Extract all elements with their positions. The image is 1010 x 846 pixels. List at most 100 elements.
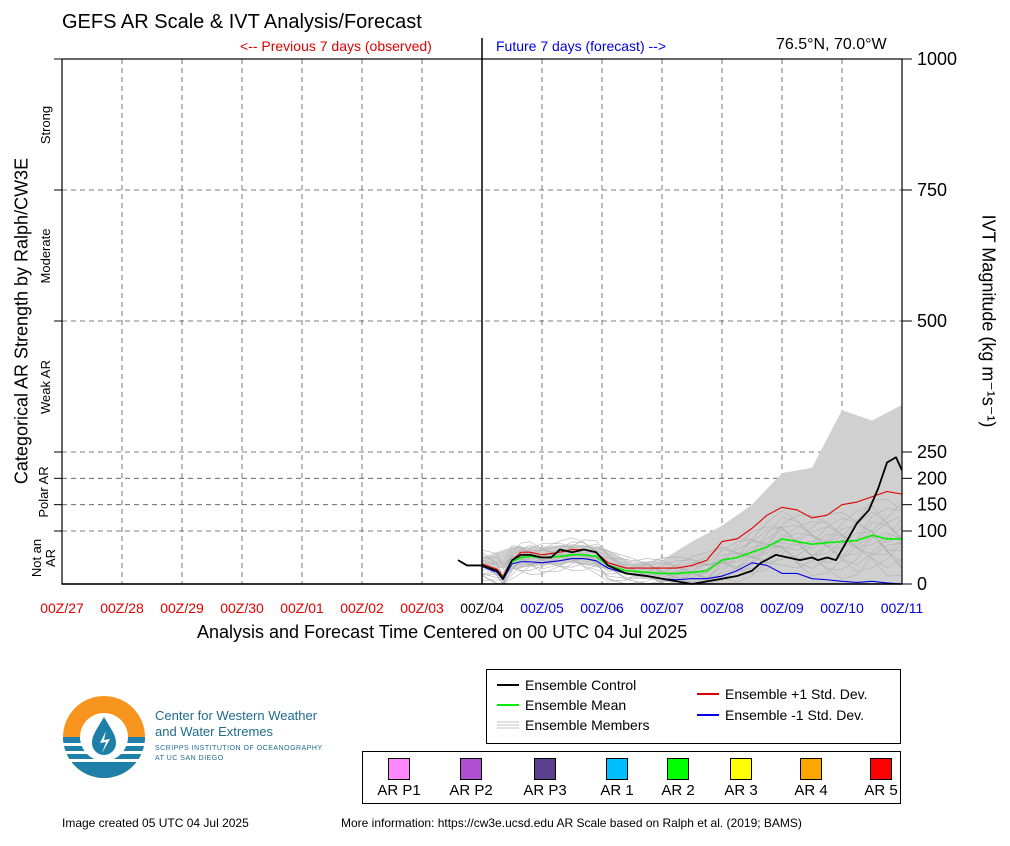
ar-legend-label-1: AR P2 [449, 782, 493, 799]
ar-legend-label-7: AR 5 [864, 782, 898, 799]
ensemble-member-line-15 [481, 507, 903, 575]
water-drop-sun-logo-icon [63, 696, 145, 778]
x-tick-label-5: 00Z/02 [340, 600, 384, 616]
category-label-3: Moderate [38, 228, 53, 283]
org-name: Center for Western Weather and Water Ext… [155, 708, 317, 740]
ensemble-member-line-0 [481, 542, 903, 585]
legend-swatch-minus-std [697, 714, 719, 716]
legend-entry-minus-std: Ensemble -1 Std. Dev. [697, 707, 864, 723]
legend-entry-members: Ensemble Members [497, 717, 650, 733]
ar-legend-label-0: AR P1 [377, 782, 421, 799]
ar-legend-item-5: AR 3 [711, 758, 771, 799]
legend-label-mean: Ensemble Mean [525, 697, 627, 713]
ar-legend-label-6: AR 4 [794, 782, 828, 799]
series-line-plus-std [481, 490, 903, 577]
x-tick-label-13: 00Z/10 [820, 600, 864, 616]
y-tick-label-0: 0 [917, 574, 927, 594]
axes [54, 38, 912, 585]
ensemble-member-line-16 [481, 505, 903, 579]
x-tick-label-4: 00Z/01 [280, 600, 324, 616]
legend-entry-control: Ensemble Control [497, 677, 636, 693]
ar-legend-swatch-3 [606, 758, 628, 780]
x-tick-label-12: 00Z/09 [760, 600, 804, 616]
org-subtitle: SCRIPPS INSTITUTION OF OCEANOGRAPHY AT U… [155, 744, 323, 764]
ar-legend-label-3: AR 1 [600, 782, 634, 799]
legend-swatch-control [497, 684, 519, 686]
y-tick-label-500: 500 [917, 311, 947, 331]
y-tick-label-100: 100 [917, 521, 947, 541]
ensemble-member-line-17 [481, 511, 903, 577]
y-axis-label-left: Categorical AR Strength by Ralph/CW3E [11, 157, 32, 485]
y-tick-label-1000: 1000 [917, 49, 957, 69]
x-tick-label-3: 00Z/30 [220, 600, 264, 616]
ar-legend-label-4: AR 2 [661, 782, 695, 799]
legend-swatch-plus-std [697, 693, 719, 695]
y-tick-label-150: 150 [917, 495, 947, 515]
category-label-2: Weak AR [38, 359, 53, 414]
grid-lines [62, 59, 902, 584]
legend-entry-mean: Ensemble Mean [497, 697, 626, 713]
category-label-0: Not an AR [29, 538, 58, 577]
series-legend: Ensemble Control Ensemble Mean Ensemble … [486, 669, 901, 744]
future-days-label: Future 7 days (forecast) --> [496, 38, 667, 54]
x-tick-label-10: 00Z/07 [640, 600, 684, 616]
legend-label-control: Ensemble Control [525, 677, 637, 693]
org-name-line2: and Water Extremes [155, 724, 274, 739]
x-tick-label-8: 00Z/05 [520, 600, 564, 616]
ensemble-member-line-18 [481, 501, 903, 574]
category-label-4: Strong [38, 105, 53, 144]
x-tick-label-0: 00Z/27 [40, 600, 84, 616]
series-line-mean [481, 534, 902, 579]
x-tick-label-1: 00Z/28 [100, 600, 144, 616]
category-label-1: Polar AR [36, 465, 51, 518]
org-subtitle-line2: AT UC SAN DIEGO [155, 755, 224, 762]
x-tick-label-14: 00Z/11 [881, 600, 924, 616]
legend-label-members: Ensemble Members [525, 717, 650, 733]
x-tick-label-2: 00Z/29 [160, 600, 204, 616]
members-spread-fill [482, 404, 902, 584]
ar-legend-swatch-0 [388, 758, 410, 780]
ar-legend-swatch-6 [800, 758, 822, 780]
ar-legend-label-5: AR 3 [724, 782, 758, 799]
image-created-note: Image created 05 UTC 04 Jul 2025 [62, 816, 249, 830]
previous-days-label: <-- Previous 7 days (observed) [240, 38, 432, 54]
org-name-line1: Center for Western Weather [155, 708, 318, 723]
series-line-minus-std [481, 558, 903, 585]
y-axis-label-right: IVT Magnitude (kg m⁻¹s⁻¹) [978, 214, 999, 428]
y-tick-label-250: 250 [917, 442, 947, 462]
y-tick-label-750: 750 [917, 180, 947, 200]
ensemble-member-line-13 [481, 517, 903, 584]
ar-legend-label-2: AR P3 [523, 782, 567, 799]
more-info-note: More information: https://cw3e.ucsd.edu … [341, 816, 802, 830]
legend-entry-plus-std: Ensemble +1 Std. Dev. [697, 686, 868, 702]
legend-label-minus-std: Ensemble -1 Std. Dev. [725, 707, 865, 723]
members-spread [482, 404, 902, 584]
ar-legend-item-6: AR 4 [781, 758, 841, 799]
x-tick-label-7: 00Z/04 [460, 600, 504, 616]
ar-legend-item-7: AR 5 [851, 758, 911, 799]
x-tick-label-11: 00Z/08 [700, 600, 744, 616]
ar-legend-swatch-4 [667, 758, 689, 780]
legend-swatch-mean [497, 704, 519, 706]
ar-legend-swatch-7 [870, 758, 892, 780]
ar-legend-item-3: AR 1 [587, 758, 647, 799]
x-tick-label-6: 00Z/03 [400, 600, 444, 616]
ar-legend-item-2: AR P3 [515, 758, 575, 799]
legend-label-plus-std: Ensemble +1 Std. Dev. [725, 686, 868, 702]
legend-swatch-members [497, 717, 519, 733]
ar-scale-legend: AR P1 AR P2 AR P3 AR 1 AR 2 AR 3 AR 4 AR 5 [362, 751, 901, 804]
ar-legend-swatch-2 [534, 758, 556, 780]
tick-labels: 00Z/27 00Z/28 00Z/29 00Z/30 00Z/01 00Z/02 00Z/… [40, 49, 957, 616]
org-subtitle-line1: SCRIPPS INSTITUTION OF OCEANOGRAPHY [155, 745, 323, 752]
ar-legend-item-0: AR P1 [369, 758, 429, 799]
ar-legend-item-4: AR 2 [648, 758, 708, 799]
ar-legend-swatch-1 [460, 758, 482, 780]
y-tick-label-200: 200 [917, 468, 947, 488]
ar-legend-item-1: AR P2 [441, 758, 501, 799]
ar-legend-swatch-5 [730, 758, 752, 780]
ensemble-member-line-4 [481, 532, 903, 585]
location-label: 76.5°N, 70.0°W [776, 36, 887, 53]
chart-title: GEFS AR Scale & IVT Analysis/Forecast [62, 11, 422, 33]
x-axis-label: Analysis and Forecast Time Centered on 0… [197, 622, 688, 642]
